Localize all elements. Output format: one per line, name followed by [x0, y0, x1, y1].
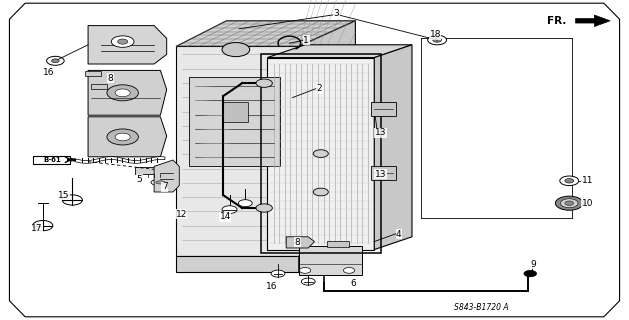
Circle shape [222, 206, 237, 213]
Text: 10: 10 [582, 199, 593, 208]
Text: 6: 6 [350, 279, 357, 288]
Text: 12: 12 [175, 210, 187, 219]
Circle shape [271, 270, 285, 277]
Ellipse shape [156, 181, 165, 184]
Polygon shape [176, 21, 355, 46]
Circle shape [47, 56, 64, 65]
Polygon shape [154, 160, 179, 192]
Circle shape [256, 79, 272, 87]
Text: 2: 2 [317, 84, 322, 93]
Circle shape [33, 220, 53, 231]
Polygon shape [88, 26, 167, 64]
Circle shape [238, 200, 252, 207]
Text: 1: 1 [303, 36, 309, 44]
Circle shape [560, 176, 579, 186]
Circle shape [111, 36, 134, 47]
Circle shape [565, 201, 574, 205]
Circle shape [107, 129, 138, 145]
Text: FR.: FR. [547, 16, 566, 26]
Polygon shape [88, 117, 167, 157]
Polygon shape [88, 70, 167, 115]
Bar [371, 102, 396, 116]
Text: 7: 7 [162, 182, 168, 191]
Text: 9: 9 [530, 260, 536, 269]
Text: 5: 5 [136, 175, 143, 184]
Text: 16: 16 [266, 282, 277, 291]
Text: 3: 3 [333, 9, 340, 18]
Polygon shape [286, 237, 314, 248]
Bar [91, 84, 107, 89]
Circle shape [301, 278, 315, 285]
Text: 4: 4 [396, 230, 401, 239]
Circle shape [433, 38, 442, 42]
Text: S843-B1720 A: S843-B1720 A [454, 303, 508, 312]
Bar [371, 166, 396, 180]
Polygon shape [176, 46, 299, 256]
Circle shape [555, 196, 583, 210]
Circle shape [428, 35, 447, 45]
Text: 17: 17 [31, 224, 42, 233]
Bar [85, 71, 101, 76]
Polygon shape [299, 230, 355, 272]
Polygon shape [267, 45, 412, 58]
Circle shape [115, 133, 130, 141]
Bar [267, 58, 374, 250]
Circle shape [52, 59, 59, 63]
Ellipse shape [151, 179, 170, 186]
Polygon shape [576, 15, 610, 27]
Polygon shape [70, 158, 75, 161]
Circle shape [299, 268, 311, 273]
Circle shape [107, 85, 138, 101]
Bar [223, 102, 248, 122]
Circle shape [118, 39, 128, 44]
Circle shape [62, 195, 82, 205]
Text: 8: 8 [294, 238, 301, 247]
Circle shape [524, 270, 537, 277]
Circle shape [115, 89, 130, 97]
Text: 15: 15 [58, 191, 70, 200]
Polygon shape [374, 45, 412, 250]
Circle shape [565, 179, 574, 183]
Text: 11: 11 [582, 176, 593, 185]
Circle shape [560, 199, 578, 208]
Text: 14: 14 [220, 212, 231, 221]
Text: 18: 18 [430, 30, 441, 39]
Circle shape [343, 268, 355, 273]
Bar [299, 246, 362, 275]
Circle shape [313, 150, 328, 157]
Bar [189, 77, 280, 166]
Text: 13: 13 [375, 170, 386, 179]
Circle shape [222, 43, 250, 57]
Bar [327, 241, 349, 247]
Polygon shape [299, 21, 355, 256]
Text: 16: 16 [43, 68, 54, 76]
Text: 8: 8 [108, 74, 114, 83]
Polygon shape [176, 256, 299, 272]
Circle shape [313, 188, 328, 196]
Bar [261, 54, 381, 253]
Text: B-61: B-61 [43, 157, 61, 163]
Bar [135, 167, 164, 174]
Circle shape [256, 204, 272, 212]
Text: 13: 13 [375, 128, 386, 137]
FancyBboxPatch shape [33, 156, 70, 164]
